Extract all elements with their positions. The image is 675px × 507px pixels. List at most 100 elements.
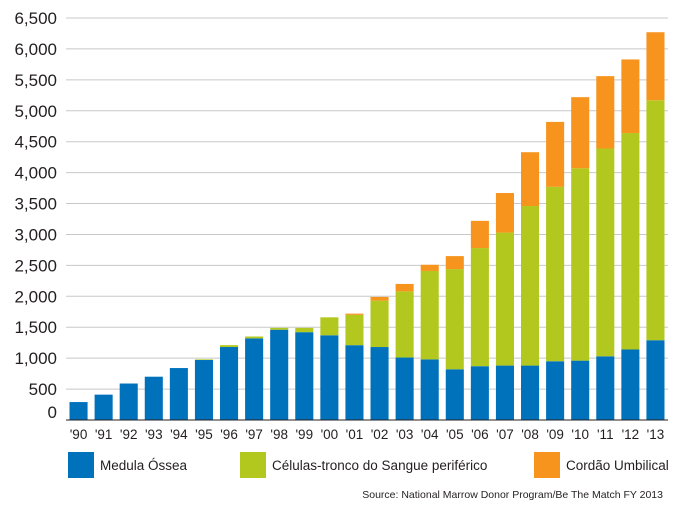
- x-tick-label: '90: [70, 427, 88, 442]
- x-tick-label: '08: [521, 427, 539, 442]
- y-tick-label: 0: [48, 403, 57, 422]
- x-tick-label: '03: [396, 427, 414, 442]
- x-tick-label: '98: [270, 427, 288, 442]
- x-tick-label: '11: [597, 427, 614, 442]
- bar-segment-celulas: [521, 206, 540, 366]
- legend-swatch-celulas: [240, 452, 266, 478]
- y-tick-label: 3,500: [14, 195, 57, 214]
- y-tick-label: 2,500: [14, 256, 57, 275]
- bar-segment-medula: [445, 369, 464, 420]
- x-tick-label: '96: [220, 427, 238, 442]
- bar-segment-celulas: [370, 300, 389, 348]
- bar-segment-cordao: [495, 193, 514, 233]
- bar-segment-medula: [596, 356, 615, 420]
- x-tick-label: '09: [546, 427, 564, 442]
- bar-segment-celulas: [270, 327, 289, 330]
- y-tick-label: 6,000: [14, 40, 57, 59]
- bar-segment-medula: [370, 347, 389, 420]
- bar-segment-medula: [295, 332, 314, 420]
- x-tick-label: '01: [346, 427, 364, 442]
- x-tick-label: '94: [170, 427, 188, 442]
- bar-segment-celulas: [245, 336, 264, 339]
- bar-segment-celulas: [571, 168, 590, 361]
- y-axis-ticks: 0 500 1,000 1,500 2,000 2,500 3,000 3,500 4,000 4…: [14, 9, 57, 422]
- bar-chart: 0 500 1,000 1,500 2,000 2,500 3,000 3,500 4,000 4…: [14, 9, 668, 442]
- bar-segment-celulas: [621, 133, 640, 350]
- bar-segment-medula: [395, 357, 414, 420]
- bar-segment-celulas: [596, 148, 615, 357]
- y-tick-label: 5,500: [14, 71, 57, 90]
- bar-segment-cordao: [646, 32, 665, 101]
- bar-segment-cordao: [621, 59, 640, 134]
- bar-segment-medula: [245, 338, 264, 420]
- bar-segment-celulas: [295, 327, 314, 333]
- bar-segment-medula: [571, 360, 590, 420]
- x-tick-label: '07: [496, 427, 514, 442]
- bar-segment-celulas: [220, 345, 239, 348]
- bar-segment-medula: [345, 345, 364, 420]
- bar-segment-medula: [69, 402, 88, 420]
- bar-segment-medula: [546, 361, 565, 420]
- legend-label-celulas: Células-tronco do Sangue periférico: [272, 457, 488, 473]
- x-tick-label: '13: [647, 427, 665, 442]
- bar-segment-cordao: [370, 296, 389, 301]
- x-tick-label: '10: [571, 427, 589, 442]
- bar-segment-medula: [646, 340, 665, 420]
- source-note: Source: National Marrow Donor Program/Be…: [362, 489, 663, 501]
- bar-segment-medula: [194, 360, 213, 420]
- y-tick-label: 6,500: [14, 9, 57, 28]
- bar-segment-medula: [144, 376, 163, 420]
- bar-segment-medula: [320, 335, 339, 420]
- bar-segment-cordao: [395, 283, 414, 292]
- x-tick-label: '97: [245, 427, 263, 442]
- bar-segment-celulas: [345, 314, 364, 346]
- bar-segment-cordao: [571, 97, 590, 169]
- bar-segment-medula: [420, 359, 439, 420]
- bar-segment-celulas: [395, 291, 414, 358]
- legend-label-medula: Medula Óssea: [100, 457, 188, 473]
- bar-segment-cordao: [596, 76, 615, 149]
- x-tick-label: '12: [622, 427, 640, 442]
- bar-segment-medula: [470, 366, 489, 420]
- legend-item-celulas: Células-tronco do Sangue periférico: [240, 452, 487, 478]
- bar-segment-cordao: [345, 313, 364, 315]
- bar-segment-cordao: [470, 220, 489, 249]
- bars: [69, 32, 665, 420]
- legend-item-cordao: Cordão Umbilical: [534, 452, 669, 478]
- x-tick-label: '04: [421, 427, 439, 442]
- y-tick-label: 1,500: [14, 318, 57, 337]
- bar-segment-celulas: [320, 317, 339, 336]
- bar-segment-celulas: [546, 186, 565, 362]
- x-tick-label: '99: [295, 427, 313, 442]
- bar-segment-cordao: [420, 264, 439, 271]
- bar-segment-medula: [270, 329, 289, 420]
- legend-label-cordao: Cordão Umbilical: [566, 457, 669, 473]
- bar-segment-medula: [220, 347, 239, 420]
- bar-segment-celulas: [445, 269, 464, 370]
- x-tick-label: '95: [195, 427, 213, 442]
- legend-item-medula: Medula Óssea: [68, 452, 187, 478]
- y-tick-label: 5,000: [14, 102, 57, 121]
- y-tick-label: 500: [29, 380, 57, 399]
- y-tick-label: 1,000: [14, 349, 57, 368]
- x-tick-label: '92: [120, 427, 138, 442]
- bar-segment-celulas: [646, 100, 665, 341]
- y-tick-label: 4,000: [14, 164, 57, 183]
- bar-segment-celulas: [420, 270, 439, 360]
- x-tick-label: '00: [321, 427, 339, 442]
- bar-segment-cordao: [546, 121, 565, 187]
- y-tick-label: 3,000: [14, 225, 57, 244]
- x-tick-label: '02: [371, 427, 389, 442]
- bar-segment-medula: [621, 349, 640, 420]
- y-tick-label: 4,500: [14, 133, 57, 152]
- legend-swatch-cordao: [534, 452, 560, 478]
- x-tick-label: '93: [145, 427, 163, 442]
- bar-segment-celulas: [470, 248, 489, 367]
- x-tick-label: '05: [446, 427, 464, 442]
- bar-segment-cordao: [445, 256, 464, 270]
- x-tick-label: '06: [471, 427, 489, 442]
- legend-swatch-medula: [68, 452, 94, 478]
- legend: Medula Óssea Células-tronco do Sangue pe…: [0, 452, 675, 482]
- bar-segment-celulas: [194, 359, 213, 361]
- gridlines: [66, 17, 668, 390]
